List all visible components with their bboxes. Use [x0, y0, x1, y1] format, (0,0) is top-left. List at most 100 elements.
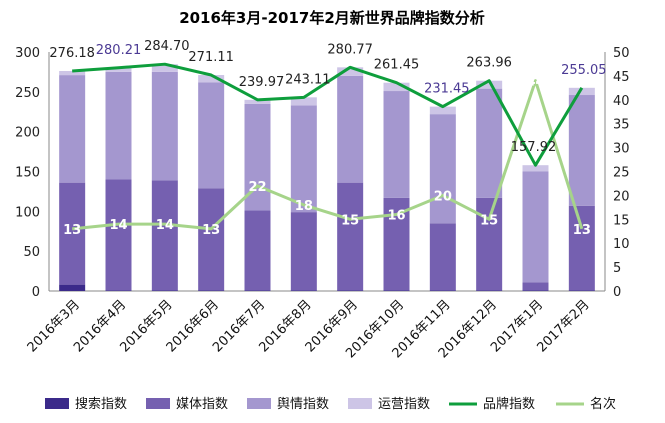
rank-value-label: 14	[156, 218, 174, 233]
series-line	[72, 79, 584, 231]
y2-tick-label: 35	[613, 118, 630, 133]
bar-segment	[383, 91, 410, 198]
bar-segment	[290, 212, 317, 291]
rank-value-label: 15	[480, 213, 498, 228]
bar-segment	[337, 182, 364, 291]
y-tick-label: 200	[15, 126, 40, 141]
y-tick-label: 0	[32, 285, 40, 300]
bar-segment	[151, 64, 178, 72]
bars	[59, 64, 595, 291]
legend-swatch	[348, 398, 372, 409]
y-tick-label: 50	[23, 245, 40, 260]
legend-swatch	[146, 398, 170, 409]
bar-segment	[244, 210, 271, 291]
bar-segment	[522, 165, 549, 172]
bar-segment	[105, 67, 132, 72]
brand-value-label: 276.18	[49, 46, 95, 61]
y-tick-label: 300	[15, 46, 40, 61]
bar-segment	[244, 99, 271, 104]
bar-segment	[337, 67, 364, 76]
rank-value-label: 18	[295, 199, 313, 214]
bar-segment	[429, 114, 456, 224]
legend: 搜索指数 媒体指数 舆情指数 运营指数 品牌指数 名次	[45, 396, 616, 412]
bar-segment	[59, 182, 86, 285]
bar-segment	[568, 205, 595, 291]
bar-segment	[337, 75, 364, 183]
legend-label: 舆情指数	[277, 397, 329, 412]
brand-value-label: 231.45	[424, 82, 470, 97]
bar-segment	[198, 188, 225, 291]
brand-value-label: 271.11	[188, 50, 234, 65]
y2-tick-label: 10	[613, 237, 630, 252]
brand-value-label: 280.77	[327, 42, 373, 57]
bar-segment	[290, 290, 317, 291]
bar-segment	[476, 290, 503, 291]
bar-segment	[383, 82, 410, 92]
rank-value-label: 14	[109, 218, 127, 233]
bar-segment	[476, 197, 503, 291]
lines	[72, 62, 584, 231]
y2-tick-label: 30	[613, 142, 630, 157]
bar-segment	[522, 171, 549, 283]
bar-segment	[198, 75, 225, 83]
brand-value-label: 263.96	[466, 56, 512, 71]
bar-segment	[151, 71, 178, 181]
bar-segment	[290, 105, 317, 213]
brand-value-label: 239.97	[239, 75, 285, 90]
rank-value-label: 16	[387, 209, 405, 224]
bar-segment	[198, 290, 225, 291]
y-tick-label: 100	[15, 205, 40, 220]
bar-segment	[105, 290, 132, 291]
bar-segment	[476, 88, 503, 198]
legend-label: 媒体指数	[176, 397, 228, 412]
bar-segment	[59, 70, 86, 76]
bar-segment	[429, 223, 456, 291]
y2-tick-label: 40	[613, 94, 630, 109]
bar-segment	[244, 290, 271, 291]
bar-segment	[290, 97, 317, 106]
y2-tick-label: 0	[613, 285, 621, 300]
legend-label: 名次	[590, 396, 616, 412]
brand-value-label: 157.92	[511, 140, 557, 155]
y2-tick-label: 45	[613, 70, 630, 85]
bar-segment	[568, 95, 595, 206]
bar-segment	[383, 290, 410, 291]
legend-swatch	[247, 398, 271, 409]
bar-segment	[151, 290, 178, 291]
legend-label: 搜索指数	[75, 397, 127, 412]
rank-value-label: 15	[341, 213, 359, 228]
bar-segment	[59, 284, 86, 291]
bar-segment	[337, 290, 364, 291]
chart-title: 2016年3月-2017年2月新世界品牌指数分析	[179, 9, 485, 27]
brand-value-label: 255.05	[561, 63, 607, 78]
legend-label: 运营指数	[378, 397, 430, 412]
bar-segment	[198, 82, 225, 189]
bar-segment	[105, 179, 132, 291]
bar-segment	[522, 282, 549, 291]
series-line	[72, 62, 584, 167]
legend-swatch	[45, 398, 69, 409]
bar-segment	[476, 80, 503, 89]
y2-tick-label: 15	[613, 213, 630, 228]
rank-value-label: 13	[63, 223, 81, 238]
rank-value-label: 20	[434, 189, 452, 204]
brand-value-label: 243.11	[285, 72, 331, 87]
rank-value-label: 22	[248, 180, 266, 195]
rank-value-label: 13	[202, 223, 220, 238]
brand-value-label: 284.70	[144, 39, 190, 54]
y-tick-label: 150	[15, 166, 40, 181]
bar-segment	[568, 87, 595, 96]
bar-segment	[429, 106, 456, 115]
y2-tick-label: 20	[613, 189, 630, 204]
y2-tick-label: 50	[613, 46, 630, 61]
bar-segment	[429, 290, 456, 291]
brand-value-label: 261.45	[374, 58, 420, 73]
y2-tick-label: 5	[613, 261, 621, 276]
bar-segment	[151, 180, 178, 291]
bar-segment	[59, 75, 86, 183]
rank-value-label: 44	[526, 75, 544, 90]
bar-segment	[568, 290, 595, 291]
bar-segment	[105, 71, 132, 180]
rank-value-label: 13	[573, 223, 591, 238]
